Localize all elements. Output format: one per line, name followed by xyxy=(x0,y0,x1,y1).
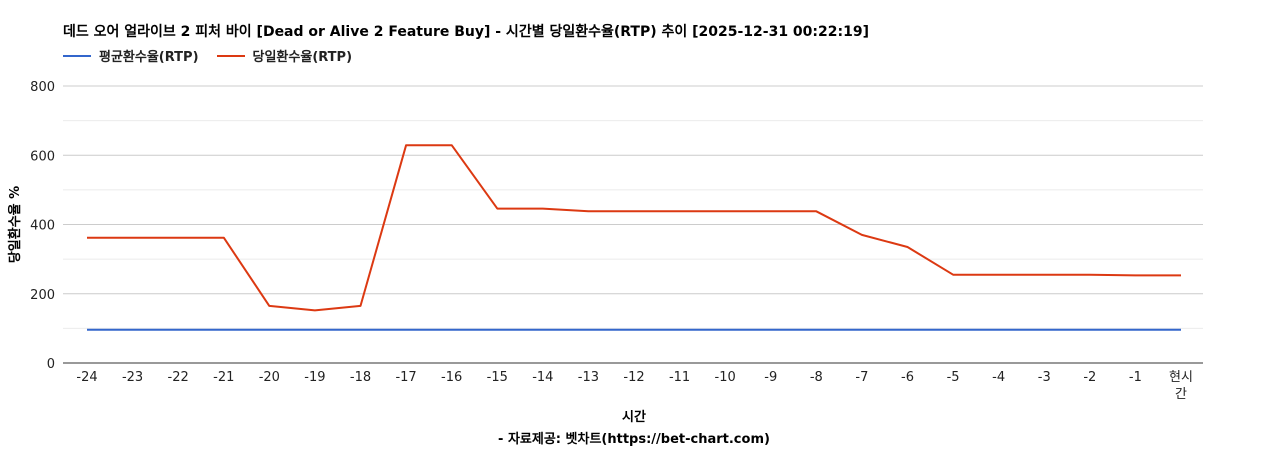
x-tick-label: -24 xyxy=(76,370,97,385)
x-tick-label: -15 xyxy=(487,370,508,385)
x-tick-label: -12 xyxy=(623,370,644,385)
x-tick-label: -4 xyxy=(992,370,1005,385)
x-tick-label: -17 xyxy=(395,370,416,385)
chart-title: 데드 오어 얼라이브 2 피처 바이 [Dead or Alive 2 Feat… xyxy=(63,24,869,40)
x-tick-label: 현시 간 xyxy=(1169,370,1193,402)
x-tick-label: -6 xyxy=(901,370,914,385)
y-tick-label: 200 xyxy=(30,288,55,303)
x-tick-label: -9 xyxy=(764,370,777,385)
x-tick-label: -21 xyxy=(213,370,234,385)
y-tick-label: 600 xyxy=(30,149,55,164)
y-tick-label: 400 xyxy=(30,219,55,234)
legend-swatch-daily xyxy=(216,54,245,57)
x-tick-label: -5 xyxy=(947,370,960,385)
x-tick-label: -22 xyxy=(168,370,189,385)
x-tick-label: -1 xyxy=(1129,370,1142,385)
x-tick-label: -23 xyxy=(122,370,143,385)
legend: 평균환수율(RTP) 당일환수율(RTP) xyxy=(63,46,352,65)
y-tick-label: 800 xyxy=(30,80,55,95)
legend-label-daily: 당일환수율(RTP) xyxy=(252,50,353,65)
x-tick-label: -16 xyxy=(441,370,462,385)
x-tick-label: -11 xyxy=(669,370,690,385)
daily-rtp-line xyxy=(87,144,1181,312)
x-tick-label: -8 xyxy=(810,370,823,385)
x-tick-label: -3 xyxy=(1038,370,1051,385)
x-tick-label: -14 xyxy=(532,370,553,385)
x-tick-label: -10 xyxy=(715,370,736,385)
x-tick-label: -18 xyxy=(350,370,371,385)
x-tick-label: -7 xyxy=(855,370,868,385)
legend-label-average: 평균환수율(RTP) xyxy=(99,50,199,65)
source-credit: - 자료제공: 벳차트(https://bet-chart.com) xyxy=(498,432,770,447)
x-tick-label: -13 xyxy=(578,370,599,385)
x-tick-label: -19 xyxy=(304,370,325,385)
x-tick-label: -20 xyxy=(259,370,280,385)
y-tick-label: 0 xyxy=(47,357,55,372)
legend-item-average-rtp[interactable]: 평균환수율(RTP) xyxy=(63,46,199,65)
x-axis-title: 시간 xyxy=(622,410,646,425)
x-tick-label: -2 xyxy=(1083,370,1096,385)
legend-swatch-average xyxy=(63,54,91,57)
legend-item-daily-rtp[interactable]: 당일환수율(RTP) xyxy=(216,46,353,65)
y-axis-title: 당일환수율 % xyxy=(7,186,23,263)
